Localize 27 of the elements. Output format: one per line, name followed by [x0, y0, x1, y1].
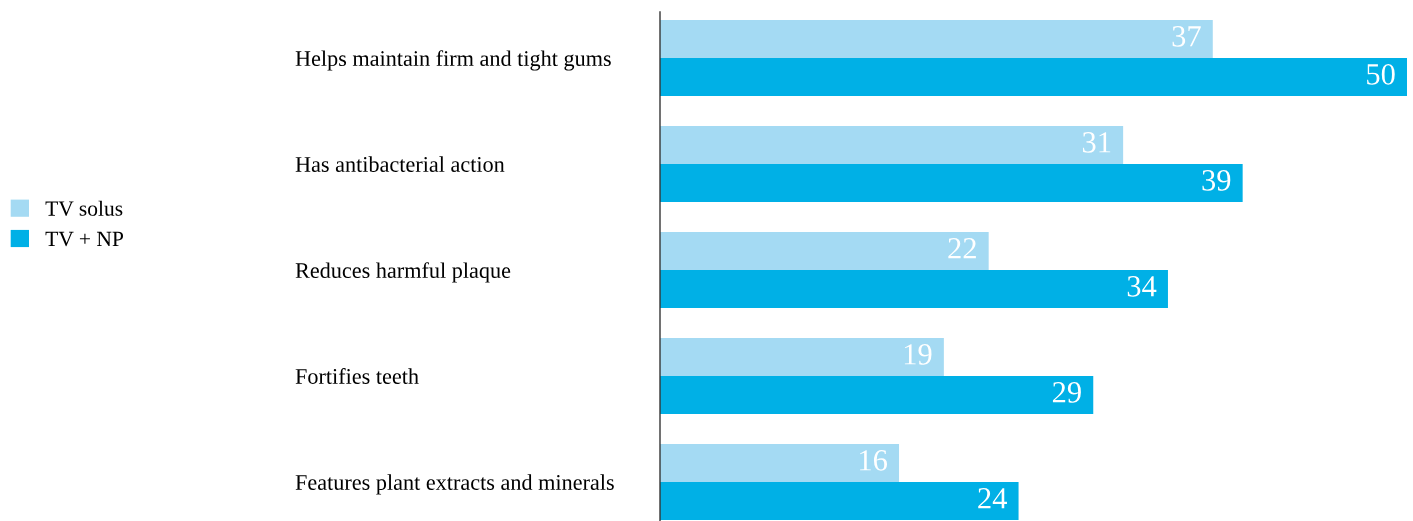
data-label: 39	[1202, 170, 1231, 191]
data-label: 22	[948, 238, 976, 259]
bar	[660, 481, 1019, 520]
data-label: 19	[904, 344, 932, 365]
data-label: 50	[1367, 64, 1395, 85]
bar	[660, 270, 1168, 308]
y-tick-label: Features plant extracts and minerals	[295, 474, 614, 495]
bar	[660, 338, 944, 376]
data-label: 16	[860, 450, 888, 471]
legend-label: TV + NP	[45, 231, 124, 247]
y-tick-label: Reduces harmful plaque	[295, 262, 511, 283]
bar	[660, 58, 1407, 96]
bar	[660, 126, 1124, 164]
bar	[660, 20, 1213, 58]
bar	[660, 164, 1243, 202]
y-tick-label: Helps maintain firm and tight gums	[295, 50, 611, 71]
legend-label: TV solus	[45, 200, 123, 216]
data-label: 34	[1127, 276, 1157, 297]
y-tick-label: Has antibacterial action	[295, 156, 505, 172]
data-label: 31	[1082, 132, 1111, 153]
data-label: 24	[978, 488, 1007, 509]
bar	[660, 376, 1094, 414]
bar	[660, 443, 900, 482]
bar	[660, 232, 989, 270]
data-label: 29	[1052, 382, 1081, 403]
data-label: 37	[1172, 26, 1201, 47]
y-tick-label: Fortifies teeth	[295, 368, 419, 384]
